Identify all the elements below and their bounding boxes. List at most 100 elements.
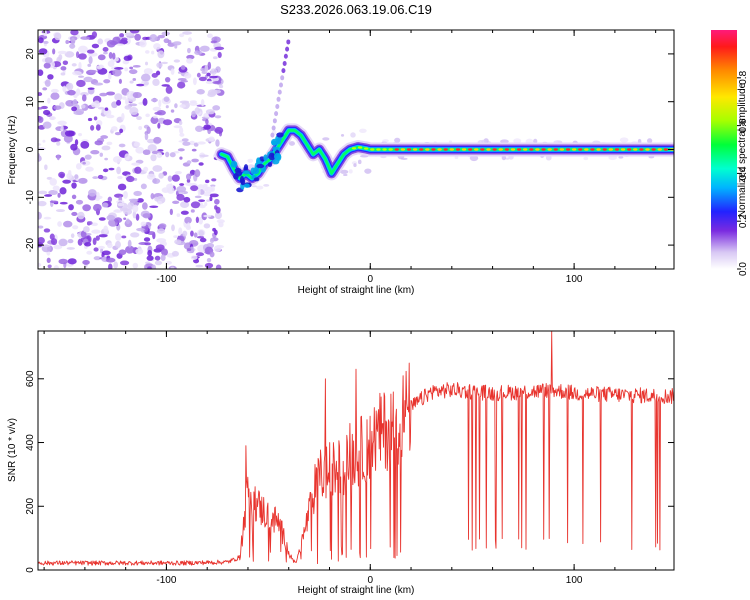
noise-blob	[60, 72, 66, 76]
ridge-hotspot	[553, 148, 558, 151]
noise-blob	[256, 185, 264, 190]
noise-blob	[286, 39, 291, 45]
noise-blob	[120, 260, 130, 266]
noise-blob	[203, 223, 211, 229]
y-tick-label: 10	[25, 96, 36, 108]
ridge-hotspot	[486, 148, 491, 151]
noise-blob	[71, 194, 77, 200]
noise-blob	[339, 169, 349, 174]
noise-blob	[146, 255, 154, 261]
noise-blob	[147, 266, 152, 269]
noise-blob	[46, 257, 51, 264]
noise-blob	[194, 50, 203, 56]
noise-blob	[150, 116, 159, 124]
noise-blob	[44, 194, 53, 197]
noise-blob	[76, 79, 86, 88]
noise-blob	[132, 210, 137, 219]
noise-blob	[83, 226, 90, 233]
noise-blob	[114, 217, 123, 223]
noise-blob	[88, 221, 93, 225]
noise-blob	[157, 34, 165, 39]
noise-blob	[104, 107, 109, 111]
ridge-hotspot	[596, 148, 601, 151]
noise-blob	[118, 78, 122, 84]
noise-blob	[71, 37, 76, 46]
x-tick-label: 100	[566, 575, 583, 586]
ridge-hotspot	[406, 148, 412, 151]
noise-blob	[156, 228, 166, 234]
noise-blob	[208, 136, 215, 142]
noise-blob	[134, 33, 141, 41]
noise-blob	[173, 59, 181, 63]
noise-blob	[194, 169, 201, 178]
noise-blob	[38, 262, 42, 267]
noise-blob	[205, 109, 215, 115]
ridge-hotspot	[351, 147, 357, 150]
noise-blob	[151, 72, 158, 78]
noise-blob	[67, 258, 77, 265]
x-tick-label: -100	[156, 274, 176, 285]
noise-blob	[214, 126, 224, 134]
chart-title: S233.2026.063.19.06.C19	[280, 2, 432, 17]
noise-blob	[271, 125, 276, 131]
noise-blob	[68, 169, 72, 176]
noise-blob	[150, 193, 155, 200]
noise-blob	[71, 106, 78, 112]
noise-blob	[107, 72, 112, 80]
noise-blob	[158, 223, 167, 229]
noise-blob	[184, 216, 192, 224]
noise-blob	[127, 239, 132, 248]
noise-blob	[340, 134, 345, 137]
noise-blob	[64, 130, 75, 137]
noise-blob	[143, 166, 149, 172]
noise-blob	[143, 237, 151, 242]
noise-blob	[283, 53, 288, 59]
noise-blob	[113, 193, 124, 198]
noise-blob	[150, 154, 157, 162]
ridge-hotspot	[382, 148, 387, 151]
noise-blob	[166, 183, 174, 190]
noise-blob	[618, 156, 624, 159]
noise-blob	[72, 99, 78, 107]
ridge-hotspot	[529, 148, 534, 151]
noise-blob	[85, 233, 92, 236]
noise-blob	[87, 63, 92, 67]
noise-blob	[68, 204, 74, 211]
noise-blob	[191, 158, 199, 163]
noise-blob	[125, 218, 131, 225]
noise-blob	[194, 195, 202, 199]
noise-blob	[58, 238, 68, 247]
noise-blob	[97, 106, 105, 110]
noise-blob	[199, 237, 207, 243]
noise-blob	[182, 31, 192, 35]
noise-blob	[44, 79, 51, 87]
noise-blob	[82, 259, 90, 265]
noise-blob	[165, 85, 173, 94]
noise-blob	[75, 88, 81, 96]
noise-blob	[206, 72, 211, 77]
noise-blob	[210, 40, 218, 44]
noise-blob	[211, 178, 217, 182]
noise-blob	[247, 158, 254, 163]
noise-blob	[176, 185, 187, 193]
noise-blob	[135, 146, 145, 154]
noise-blob	[161, 248, 169, 256]
noise-blob	[180, 210, 189, 215]
noise-blob	[136, 116, 142, 121]
noise-blob	[82, 204, 91, 212]
noise-blob	[178, 120, 183, 126]
noise-blob	[93, 82, 104, 86]
ridge-blob	[272, 146, 277, 152]
noise-blob	[143, 68, 153, 75]
noise-blob	[647, 138, 653, 144]
noise-blob	[132, 78, 137, 81]
noise-blob	[38, 237, 45, 244]
noise-blob	[47, 74, 54, 80]
noise-blob	[135, 213, 140, 221]
noise-blob	[172, 41, 182, 46]
noise-blob	[156, 152, 163, 158]
noise-blob	[164, 76, 171, 83]
snr-xlabel: Height of straight line (km)	[298, 585, 415, 596]
noise-blob	[101, 202, 109, 208]
noise-blob	[49, 200, 59, 204]
